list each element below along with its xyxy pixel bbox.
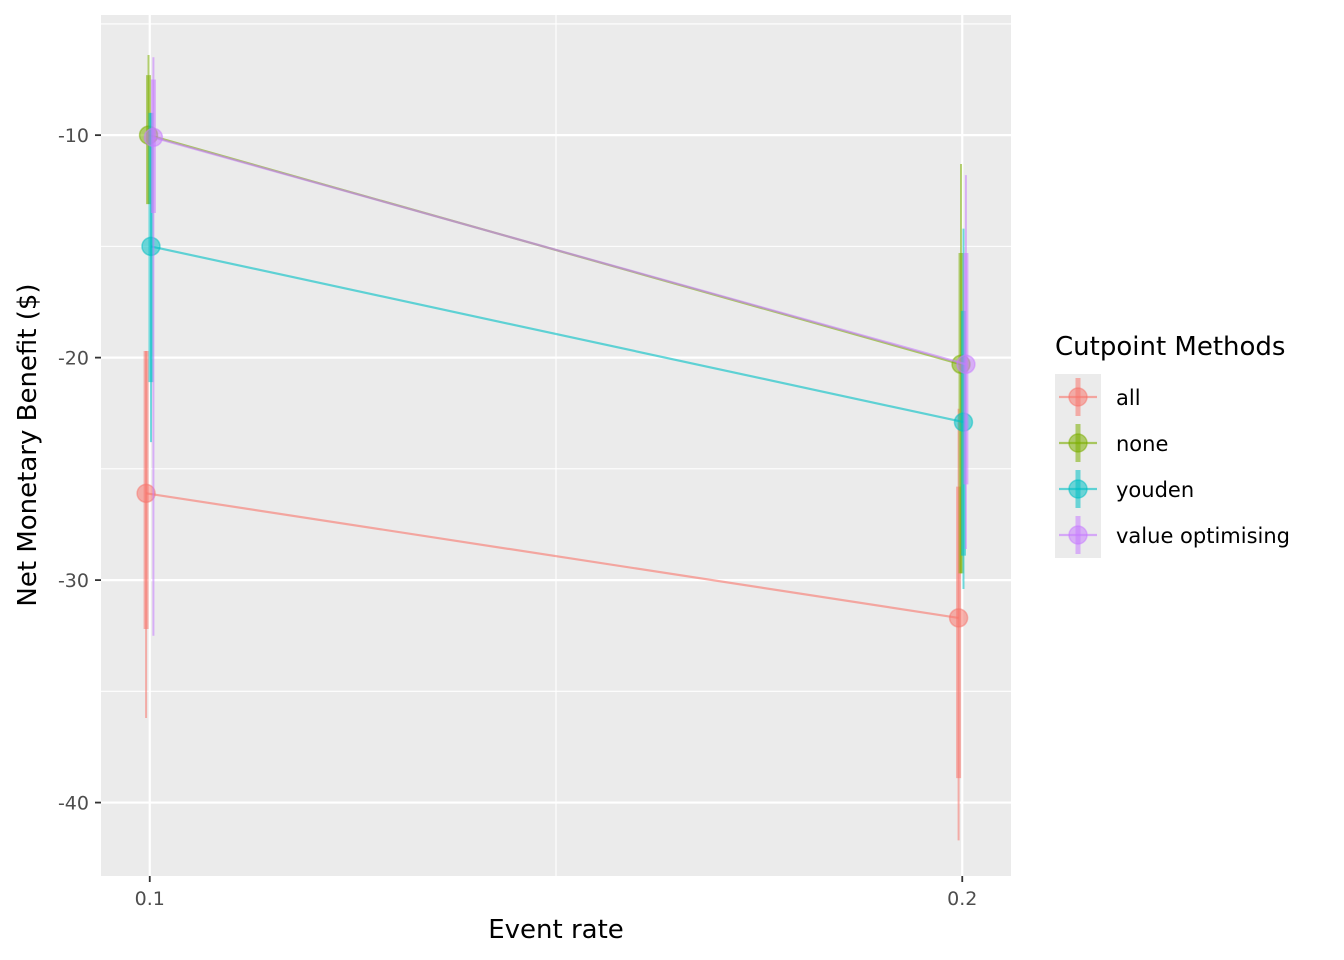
series-layer: [136, 55, 976, 841]
y-tick-label: -30: [58, 570, 89, 592]
legend-label: value optimising: [1116, 524, 1290, 548]
series-line: [153, 136, 967, 366]
x-axis: 0.1 0.2: [135, 876, 977, 910]
grid-minor: [101, 15, 1011, 876]
y-tick-label: -20: [58, 348, 89, 370]
x-tick-label: 0.2: [947, 888, 977, 910]
legend-label: all: [1116, 386, 1141, 410]
series-line: [145, 492, 959, 619]
series-line: [150, 245, 964, 424]
data-point: [136, 483, 156, 504]
x-tick-label: 0.1: [135, 888, 165, 910]
data-point: [143, 127, 164, 148]
legend-title: Cutpoint Methods: [1055, 332, 1285, 362]
legend-label: none: [1116, 432, 1168, 456]
x-axis-title: Event rate: [488, 915, 624, 945]
legend-label: youden: [1116, 478, 1194, 502]
legend-key-point: [1068, 387, 1088, 407]
data-point: [141, 236, 161, 257]
legend-key-point: [1068, 433, 1088, 453]
y-tick-label: -10: [58, 125, 89, 147]
y-axis-title: Net Monetary Benefit ($): [13, 283, 43, 606]
legend-item-youden: youden: [1055, 466, 1194, 512]
legend-item-value-optimising: value optimising: [1055, 512, 1290, 558]
data-point: [948, 608, 969, 628]
y-axis: -10 -20 -30 -40: [58, 125, 101, 815]
series-value-optimising: [143, 57, 976, 636]
legend-key-point: [1068, 479, 1088, 499]
legend: Cutpoint Methods all none youden value opti…: [1055, 332, 1290, 558]
data-point: [956, 354, 976, 375]
legend-items: all none youden value optimising: [1055, 374, 1290, 558]
legend-item-all: all: [1055, 374, 1141, 420]
legend-key-point: [1068, 525, 1088, 545]
y-tick-label: -40: [58, 793, 89, 815]
legend-item-none: none: [1055, 420, 1168, 466]
